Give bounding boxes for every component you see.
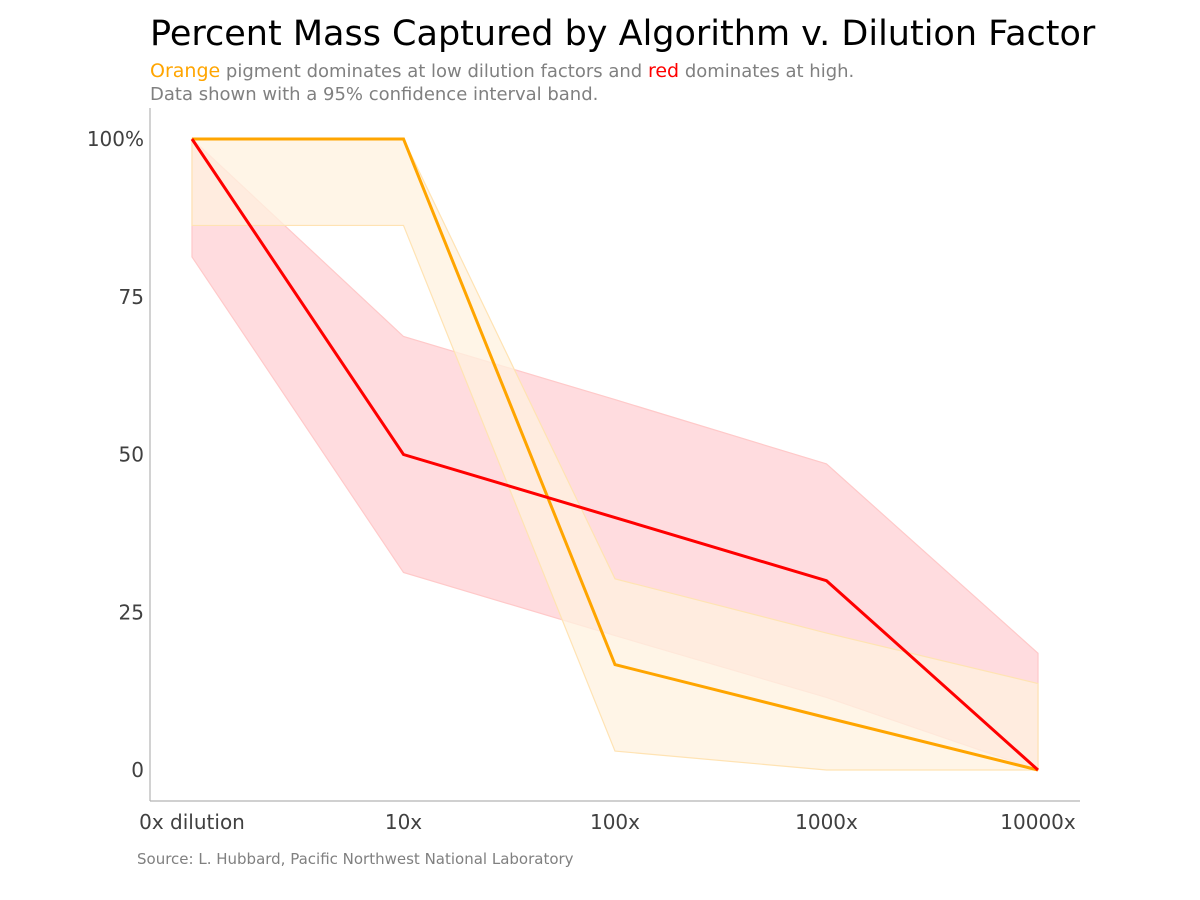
series-lines — [190, 137, 1040, 772]
subtitle-highlight-red: red — [647, 60, 680, 82]
confidence-bands — [191, 137, 1039, 771]
chart-title: Percent Mass Captured by Algorithm v. Di… — [150, 14, 1096, 54]
y-tick-label: 25 — [119, 600, 144, 624]
x-tick-labels: 0x dilution 10x 100x 1000x 10000x — [139, 810, 1076, 834]
subtitle-line-1: Orange pigment dominates at low dilution… — [150, 60, 854, 83]
y-tick-label: 75 — [119, 285, 144, 309]
y-tick-label: 0 — [131, 758, 144, 782]
source-note: Source: L. Hubbard, Pacific Northwest Na… — [137, 850, 574, 868]
x-tick-label: 1000x — [795, 810, 858, 834]
chart-axes — [149, 108, 1080, 802]
series-line-red — [190, 138, 1040, 772]
subtitle-highlight-orange: Orange — [150, 60, 221, 82]
subtitle-text-2: dominates at high. — [679, 61, 855, 82]
subtitle-line-2: Data shown with a 95% confidence interva… — [150, 84, 599, 105]
y-tick-labels: 0 25 50 75 100% — [87, 127, 144, 782]
x-tick-label: 100x — [590, 810, 640, 834]
y-tick-label: 100% — [87, 127, 144, 151]
x-tick-label: 10x — [385, 810, 422, 834]
y-tick-label: 50 — [119, 443, 144, 467]
chart-subtitle: Orange pigment dominates at low dilution… — [150, 60, 854, 106]
x-tick-label: 0x dilution — [139, 810, 245, 834]
subtitle-text-1: pigment dominates at low dilution factor… — [220, 61, 648, 82]
series-line-orange — [192, 137, 1039, 772]
x-tick-label: 10000x — [1000, 810, 1076, 834]
